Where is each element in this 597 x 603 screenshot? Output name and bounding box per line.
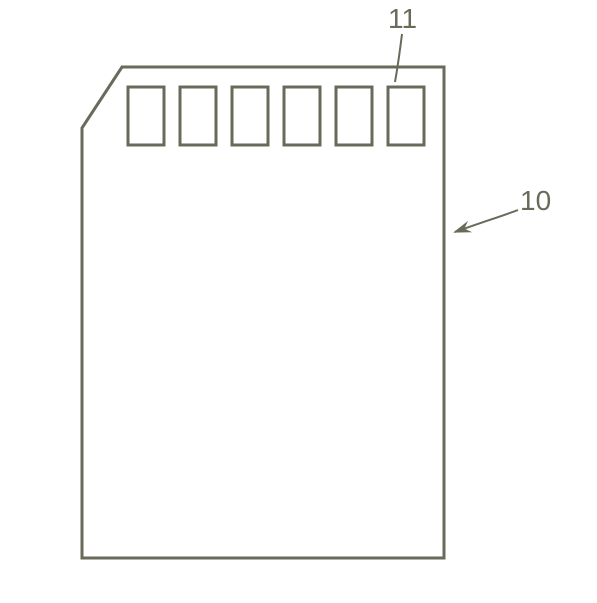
contact-pad	[232, 87, 268, 145]
contact-pad	[180, 87, 216, 145]
contact-pad	[128, 87, 164, 145]
contact-pad	[284, 87, 320, 145]
contact-pads-group	[128, 87, 424, 145]
callouts-group: 11 10	[388, 3, 551, 232]
sd-card-figure: 11 10	[0, 0, 597, 603]
label-11: 11	[388, 3, 417, 34]
label-11-leader	[395, 34, 402, 82]
label-10-leader	[455, 210, 518, 232]
label-10: 10	[520, 185, 551, 216]
contact-pad	[336, 87, 372, 145]
contact-pad	[388, 87, 424, 145]
card-body-outline	[82, 67, 444, 558]
